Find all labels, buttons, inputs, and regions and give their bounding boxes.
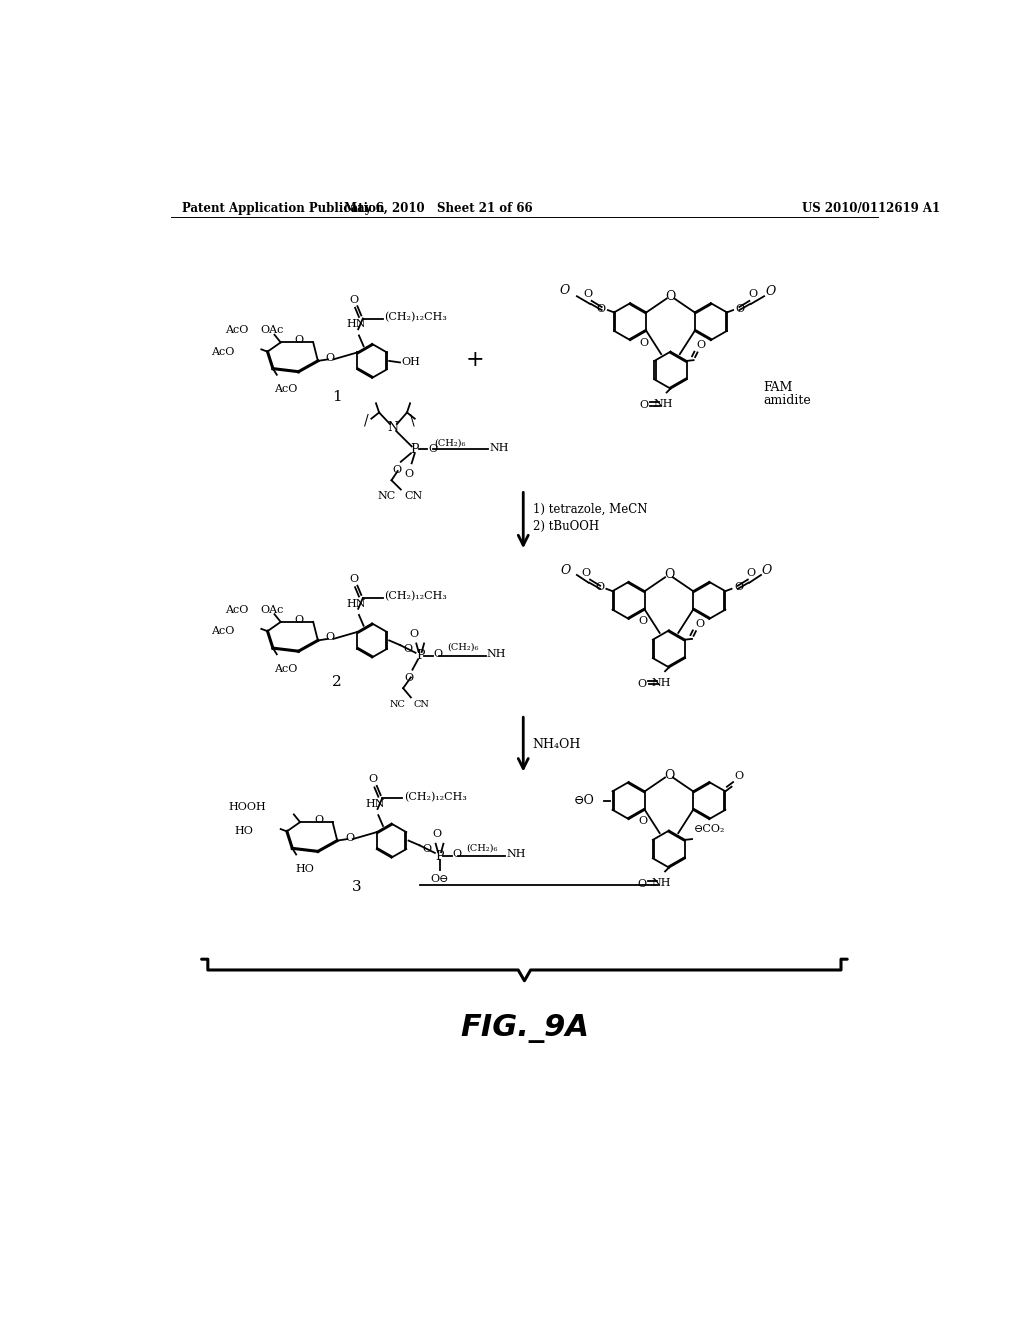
- Text: NH: NH: [651, 678, 671, 688]
- Text: O: O: [638, 616, 647, 626]
- Text: OAc: OAc: [260, 605, 284, 615]
- Text: (CH₂)₁₂CH₃: (CH₂)₁₂CH₃: [385, 312, 447, 322]
- Text: O⊖: O⊖: [430, 875, 449, 884]
- Text: HO: HO: [234, 826, 254, 837]
- Text: OAc: OAc: [260, 325, 284, 335]
- Text: NC: NC: [378, 491, 396, 502]
- Text: O: O: [349, 294, 358, 305]
- Text: /: /: [364, 413, 369, 428]
- Text: \: \: [411, 413, 415, 428]
- Text: 1: 1: [333, 391, 342, 404]
- Text: AcO: AcO: [273, 664, 297, 673]
- Text: 3: 3: [352, 880, 361, 894]
- Text: O: O: [404, 673, 414, 682]
- Text: O: O: [695, 619, 705, 628]
- Text: P: P: [435, 850, 443, 862]
- Text: O: O: [392, 465, 401, 475]
- Text: O: O: [746, 568, 756, 578]
- Text: O: O: [640, 338, 649, 347]
- Text: (CH₂)₆: (CH₂)₆: [434, 438, 466, 447]
- Text: P: P: [416, 649, 424, 663]
- Text: HO: HO: [295, 863, 314, 874]
- Text: CN: CN: [414, 701, 430, 709]
- Text: NH: NH: [653, 400, 673, 409]
- Text: 2) tBuOOH: 2) tBuOOH: [532, 520, 599, 533]
- Text: (CH₂)₆: (CH₂)₆: [467, 843, 498, 853]
- Text: O: O: [423, 843, 432, 854]
- Text: O: O: [453, 850, 462, 859]
- Text: O: O: [433, 829, 441, 840]
- Text: NH: NH: [486, 649, 506, 659]
- Text: CN: CN: [403, 491, 422, 502]
- Text: O: O: [734, 771, 743, 780]
- Text: O: O: [595, 582, 604, 593]
- Text: O: O: [638, 817, 647, 826]
- Text: O: O: [596, 304, 605, 314]
- Text: AcO: AcO: [211, 626, 234, 636]
- Text: Patent Application Publication: Patent Application Publication: [182, 202, 385, 215]
- Text: NH: NH: [489, 444, 509, 453]
- Text: HN: HN: [346, 599, 366, 609]
- Text: O: O: [735, 304, 744, 314]
- Text: O: O: [433, 649, 442, 659]
- Text: amidite: amidite: [764, 395, 811, 408]
- Text: O: O: [584, 289, 592, 300]
- Text: O: O: [349, 574, 358, 585]
- Text: O: O: [664, 569, 674, 582]
- Text: O: O: [295, 335, 304, 345]
- Text: P: P: [411, 444, 419, 455]
- Text: NH: NH: [651, 878, 671, 888]
- Text: O: O: [696, 341, 706, 350]
- Text: 1) tetrazole, MeCN: 1) tetrazole, MeCN: [532, 503, 647, 516]
- Text: AcO: AcO: [273, 384, 297, 393]
- Text: HN: HN: [346, 319, 366, 329]
- Text: OH: OH: [401, 358, 421, 367]
- Text: (CH₂)₁₂CH₃: (CH₂)₁₂CH₃: [403, 792, 467, 801]
- Text: O: O: [637, 678, 646, 689]
- Text: (CH₂)₆: (CH₂)₆: [447, 643, 479, 652]
- Text: O: O: [559, 284, 569, 297]
- Text: O: O: [765, 285, 775, 298]
- Text: O: O: [639, 400, 648, 409]
- Text: O: O: [326, 352, 335, 363]
- Text: US 2010/0112619 A1: US 2010/0112619 A1: [802, 202, 940, 215]
- Text: FAM: FAM: [764, 381, 793, 395]
- Text: NC: NC: [389, 701, 406, 709]
- Text: N: N: [387, 421, 398, 434]
- Text: O: O: [748, 289, 757, 300]
- Text: O: O: [664, 768, 674, 781]
- Text: +: +: [466, 350, 484, 371]
- Text: O: O: [561, 564, 571, 577]
- Text: O: O: [314, 814, 324, 825]
- Text: O: O: [326, 632, 335, 643]
- Text: O: O: [404, 470, 413, 479]
- Text: FIG._9A: FIG._9A: [461, 1014, 589, 1043]
- Text: O: O: [734, 582, 743, 593]
- Text: O: O: [428, 445, 437, 454]
- Text: ⊖O: ⊖O: [573, 795, 595, 807]
- Text: O: O: [369, 775, 378, 784]
- Text: O: O: [666, 289, 676, 302]
- Text: O: O: [582, 568, 591, 578]
- Text: NH: NH: [506, 850, 525, 859]
- Text: O: O: [295, 615, 304, 624]
- Text: AcO: AcO: [224, 325, 248, 335]
- Text: May 6, 2010   Sheet 21 of 66: May 6, 2010 Sheet 21 of 66: [344, 202, 532, 215]
- Text: HOOH: HOOH: [228, 801, 266, 812]
- Text: O: O: [761, 564, 771, 577]
- Text: O: O: [403, 644, 413, 653]
- Text: O: O: [637, 879, 646, 888]
- Text: 2: 2: [333, 675, 342, 689]
- Text: NH₄OH: NH₄OH: [532, 738, 581, 751]
- Text: ⊖CO₂: ⊖CO₂: [693, 824, 725, 834]
- Text: O: O: [345, 833, 354, 842]
- Text: AcO: AcO: [224, 605, 248, 615]
- Text: O: O: [410, 628, 419, 639]
- Text: (CH₂)₁₂CH₃: (CH₂)₁₂CH₃: [385, 591, 447, 602]
- Text: AcO: AcO: [211, 347, 234, 356]
- Text: HN: HN: [366, 799, 385, 809]
